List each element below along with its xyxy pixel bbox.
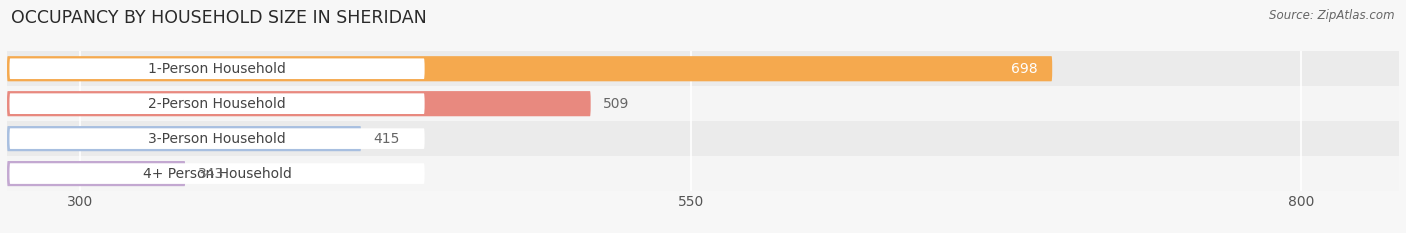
FancyBboxPatch shape	[7, 156, 1399, 191]
Text: 509: 509	[603, 97, 630, 111]
FancyBboxPatch shape	[10, 163, 425, 184]
Text: 2-Person Household: 2-Person Household	[148, 97, 285, 111]
Text: 3-Person Household: 3-Person Household	[148, 132, 285, 146]
FancyBboxPatch shape	[7, 121, 1399, 156]
Text: OCCUPANCY BY HOUSEHOLD SIZE IN SHERIDAN: OCCUPANCY BY HOUSEHOLD SIZE IN SHERIDAN	[11, 9, 427, 27]
FancyBboxPatch shape	[7, 86, 1399, 121]
Text: 4+ Person Household: 4+ Person Household	[142, 167, 291, 181]
FancyBboxPatch shape	[7, 91, 591, 116]
FancyBboxPatch shape	[7, 126, 361, 151]
FancyBboxPatch shape	[7, 51, 1399, 86]
Text: 698: 698	[1011, 62, 1038, 76]
FancyBboxPatch shape	[7, 161, 186, 186]
Text: 1-Person Household: 1-Person Household	[148, 62, 285, 76]
FancyBboxPatch shape	[10, 128, 425, 149]
FancyBboxPatch shape	[10, 93, 425, 114]
FancyBboxPatch shape	[10, 58, 425, 79]
Text: 343: 343	[197, 167, 224, 181]
Text: Source: ZipAtlas.com: Source: ZipAtlas.com	[1270, 9, 1395, 22]
Text: 415: 415	[374, 132, 399, 146]
FancyBboxPatch shape	[7, 56, 1052, 81]
